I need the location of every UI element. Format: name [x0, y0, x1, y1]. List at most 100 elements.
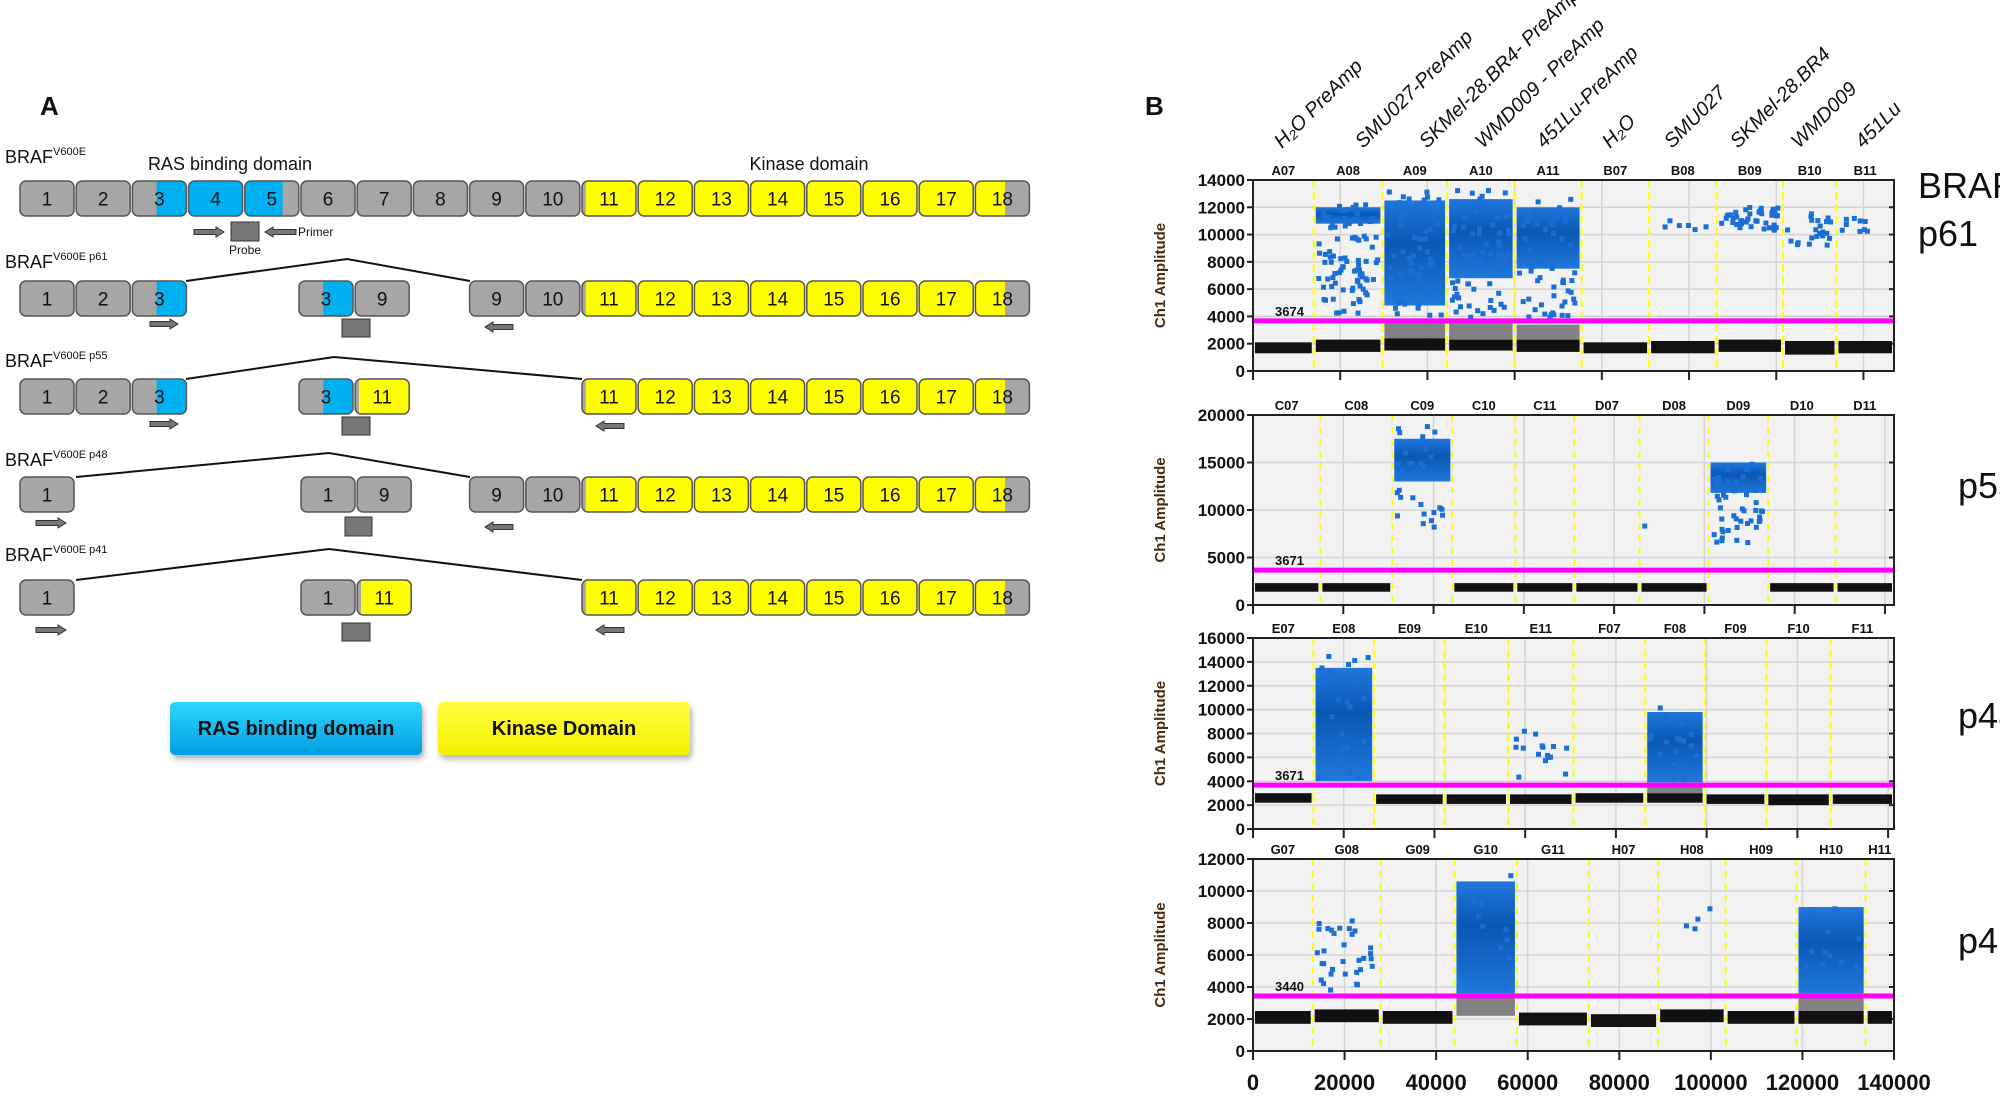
well-G07: G07: [1255, 842, 1311, 1024]
positive-droplet: [1323, 297, 1329, 303]
positive-droplet: [1487, 281, 1493, 287]
exon-fill: [357, 580, 362, 615]
y-tick-label: 0: [1236, 820, 1245, 839]
positive-droplet: [1354, 969, 1360, 975]
positive-droplet: [1832, 906, 1838, 912]
positive-droplet: [1707, 906, 1713, 912]
exon-outline: [693, 280, 750, 317]
splice-junction-line: [185, 355, 583, 380]
ddpcr-plot-p61: 0 2000 4000 6000 8000 10000 12000 14000 A07 A08 A0…: [1152, 163, 2000, 381]
exon-7: 7: [356, 180, 412, 217]
plot-frame: [1252, 858, 1895, 1052]
positive-droplet: [1513, 744, 1519, 750]
positive-droplet: [1316, 775, 1322, 781]
positive-droplet: [1325, 276, 1331, 282]
positive-droplet: [1363, 236, 1369, 242]
positive-droplet: [1368, 951, 1374, 957]
rain-droplets: [1456, 995, 1515, 1016]
exon-outline: [806, 180, 862, 217]
exon-number: 16: [879, 190, 900, 211]
positive-droplet: [1505, 227, 1511, 233]
positive-droplet: [1839, 959, 1845, 965]
positive-droplet: [1488, 297, 1494, 303]
positive-droplet: [1503, 984, 1509, 990]
positive-droplet: [1719, 220, 1725, 226]
positive-droplet: [1734, 214, 1740, 220]
positive-droplet: [1737, 225, 1743, 231]
well-C07: C07: [1255, 398, 1319, 592]
well-label: F10: [1787, 621, 1809, 636]
exon-fill: [301, 477, 355, 512]
exon-outline: [412, 180, 469, 217]
exon-outline: [693, 476, 750, 513]
transcript-label: BRAFV600E p55: [5, 350, 107, 371]
positive-droplet: [1739, 218, 1745, 224]
positive-droplet: [1716, 474, 1722, 480]
reverse-primer-arrow-icon: [595, 624, 625, 636]
positive-droplet: [1506, 231, 1512, 237]
exon-fill: [355, 281, 410, 316]
positive-droplet: [1711, 532, 1717, 538]
y-tick-label: 12000: [1198, 677, 1245, 696]
exon-2: 2: [75, 378, 131, 415]
positive-droplet: [1352, 657, 1358, 663]
positive-droplet: [1745, 540, 1751, 546]
positive-droplet: [1563, 771, 1569, 777]
exon-number: 3: [154, 190, 165, 211]
exon-fill: [299, 379, 324, 414]
exon-17: 17: [918, 180, 974, 217]
exon-14: 14: [749, 378, 806, 415]
exon-16: 16: [862, 378, 918, 415]
exon-fill: [863, 379, 917, 414]
positive-droplet: [1465, 975, 1471, 981]
positive-droplet: [1539, 743, 1545, 749]
exon-outline: [131, 180, 188, 217]
exon-outline: [581, 579, 637, 616]
exon-fill: [638, 379, 693, 414]
positive-droplet: [1820, 229, 1826, 235]
positive-droplet: [1516, 270, 1522, 276]
negative-droplet-cluster: [1785, 340, 1835, 355]
positive-droplet: [1316, 921, 1322, 927]
positive-droplet: [1788, 238, 1794, 244]
exon-outline: [974, 180, 1031, 217]
exon-10: 10: [525, 280, 581, 317]
positive-droplet: [1418, 461, 1424, 467]
positive-droplet: [1479, 193, 1485, 199]
positive-droplet: [1421, 511, 1427, 517]
exon-16: 16: [862, 180, 918, 217]
positive-droplet: [1461, 252, 1467, 258]
well-A07: A07: [1255, 163, 1312, 354]
well-H08: H08: [1660, 842, 1724, 1023]
positive-droplet: [1420, 236, 1426, 242]
exon-number: 17: [936, 486, 957, 507]
exon-outline: [862, 180, 918, 217]
positive-droplet: [1355, 257, 1361, 263]
positive-droplet: [1424, 441, 1430, 447]
positive-droplet: [1692, 926, 1698, 932]
positive-droplet: [1467, 265, 1473, 271]
well-E10: E10: [1446, 621, 1506, 804]
positive-droplet: [1538, 259, 1544, 265]
positive-droplet: [1358, 967, 1364, 973]
assay-label: BRAF: [1918, 165, 2000, 206]
positive-droplet: [1744, 464, 1750, 470]
positive-droplet: [1344, 258, 1350, 264]
exon-18: 18: [974, 476, 1031, 513]
exon-number: 12: [655, 486, 676, 507]
exon-fill: [282, 181, 299, 216]
positive-droplet: [1336, 270, 1342, 276]
positive-droplet: [1565, 313, 1571, 319]
positive-droplet: [1330, 253, 1336, 259]
exon-number: 13: [711, 589, 732, 610]
positive-droplet: [1505, 252, 1511, 258]
exon-number: 8: [435, 190, 446, 211]
y-tick-label: 6000: [1207, 280, 1245, 299]
positive-droplet: [1413, 202, 1419, 208]
positive-droplet: [1450, 205, 1456, 211]
exon-number: 15: [823, 190, 844, 211]
exon-outline: [19, 476, 75, 513]
positive-droplet: [1693, 753, 1699, 759]
reverse-primer-arrow-icon: [484, 521, 514, 533]
forward-primer-arrow-icon: [149, 318, 179, 330]
